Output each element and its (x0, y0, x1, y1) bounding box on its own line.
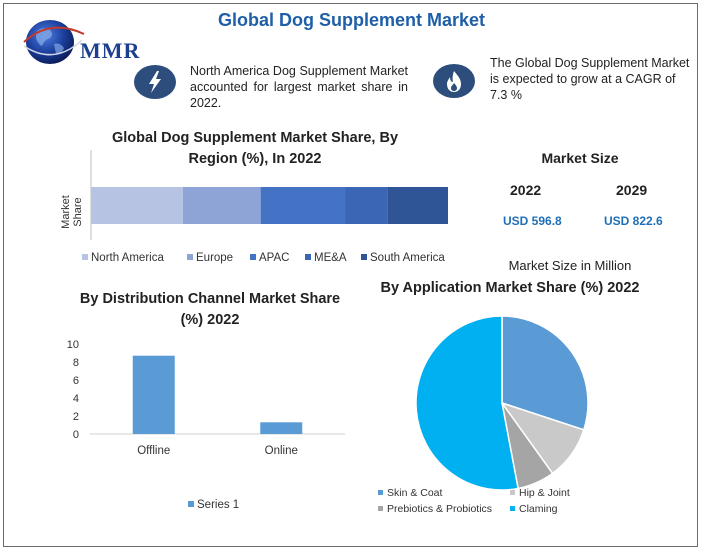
dist-legend-swatch (188, 501, 194, 507)
page-title: Global Dog Supplement Market (217, 10, 486, 30)
dist-ytick-8: 8 (73, 357, 79, 369)
region-legend-label-north-america: North America (91, 252, 164, 264)
flame-icon (433, 64, 475, 98)
pie-legend-label-skin-and-coat: Skin & Coat (387, 487, 443, 499)
mmr-logo-globe (23, 20, 85, 64)
application-chart-title: By Application Market Share (%) 2022 (380, 280, 640, 296)
pie-legend-swatch-prebiotics-and-probiotics (378, 506, 383, 511)
region-bar-apac (260, 187, 346, 224)
pie-legend-swatch-hip-and-joint (510, 490, 515, 495)
dist-xtick-online: Online (265, 445, 298, 457)
region-legend-swatch-north-america (82, 254, 88, 260)
note-north-america: North America Dog Supplement Market acco… (190, 64, 408, 110)
dist-bar-offline (132, 355, 175, 434)
market-size-unit: Market Size in Million (508, 258, 632, 273)
dist-bar-online (260, 422, 303, 434)
market-size-year-2022: 2022 (510, 182, 542, 198)
region-legend-label-europe: Europe (196, 252, 233, 264)
logo-text: MMR (80, 38, 141, 63)
pie-legend-label-claming: Claming (519, 503, 558, 515)
pie-legend-label-hip-and-joint: Hip & Joint (519, 487, 570, 499)
region-legend-label-meanda: ME&A (314, 252, 347, 264)
region-bar-meanda (345, 187, 388, 224)
dist-ytick-4: 4 (73, 393, 79, 405)
distribution-channel-chart: 0 2 4 6 8 10 Offline Online Series 1 (67, 339, 345, 511)
region-legend-swatch-europe (187, 254, 193, 260)
market-size-value-2022: USD 596.8 (503, 214, 562, 228)
market-size-title: Market Size (541, 150, 619, 166)
pie-legend-swatch-claming (510, 506, 515, 511)
region-legend-swatch-south-america (361, 254, 367, 260)
lightning-icon (134, 65, 176, 99)
dist-xtick-offline: Offline (137, 445, 170, 457)
dist-ytick-0: 0 (73, 429, 79, 441)
region-chart-title: Global Dog Supplement Market Share, By R… (111, 130, 399, 167)
infographic-frame (3, 3, 698, 547)
pie-slice-skin-and-coat (501, 315, 589, 431)
dist-ytick-10: 10 (67, 339, 79, 351)
region-legend-label-apac: APAC (259, 252, 289, 264)
note-cagr: The Global Dog Supplement Market is expe… (490, 56, 690, 102)
market-size-value-2029: USD 822.6 (604, 214, 663, 228)
dist-legend-label: Series 1 (197, 499, 239, 511)
market-size-year-2029: 2029 (616, 182, 648, 198)
pie-legend-swatch-skin-and-coat (378, 490, 383, 495)
region-legend-swatch-apac (250, 254, 256, 260)
region-bar-south-america (387, 187, 448, 224)
pie-legend-label-prebiotics-and-probiotics: Prebiotics & Probiotics (387, 503, 492, 515)
dist-ytick-6: 6 (73, 375, 79, 387)
region-legend-label-south-america: South America (370, 252, 445, 264)
distribution-chart-title: By Distribution Channel Market Share (%)… (79, 291, 341, 328)
pie-slice-claming (415, 315, 519, 491)
region-legend-swatch-meanda (305, 254, 311, 260)
region-bar-north-america (91, 187, 183, 224)
application-pie-chart: Skin & Coat Hip & Joint Prebiotics & Probi… (378, 315, 589, 515)
dist-ytick-2: 2 (73, 411, 79, 423)
region-share-chart: North America Europe APAC ME&A South America (82, 150, 448, 264)
region-bar-europe (182, 187, 261, 224)
